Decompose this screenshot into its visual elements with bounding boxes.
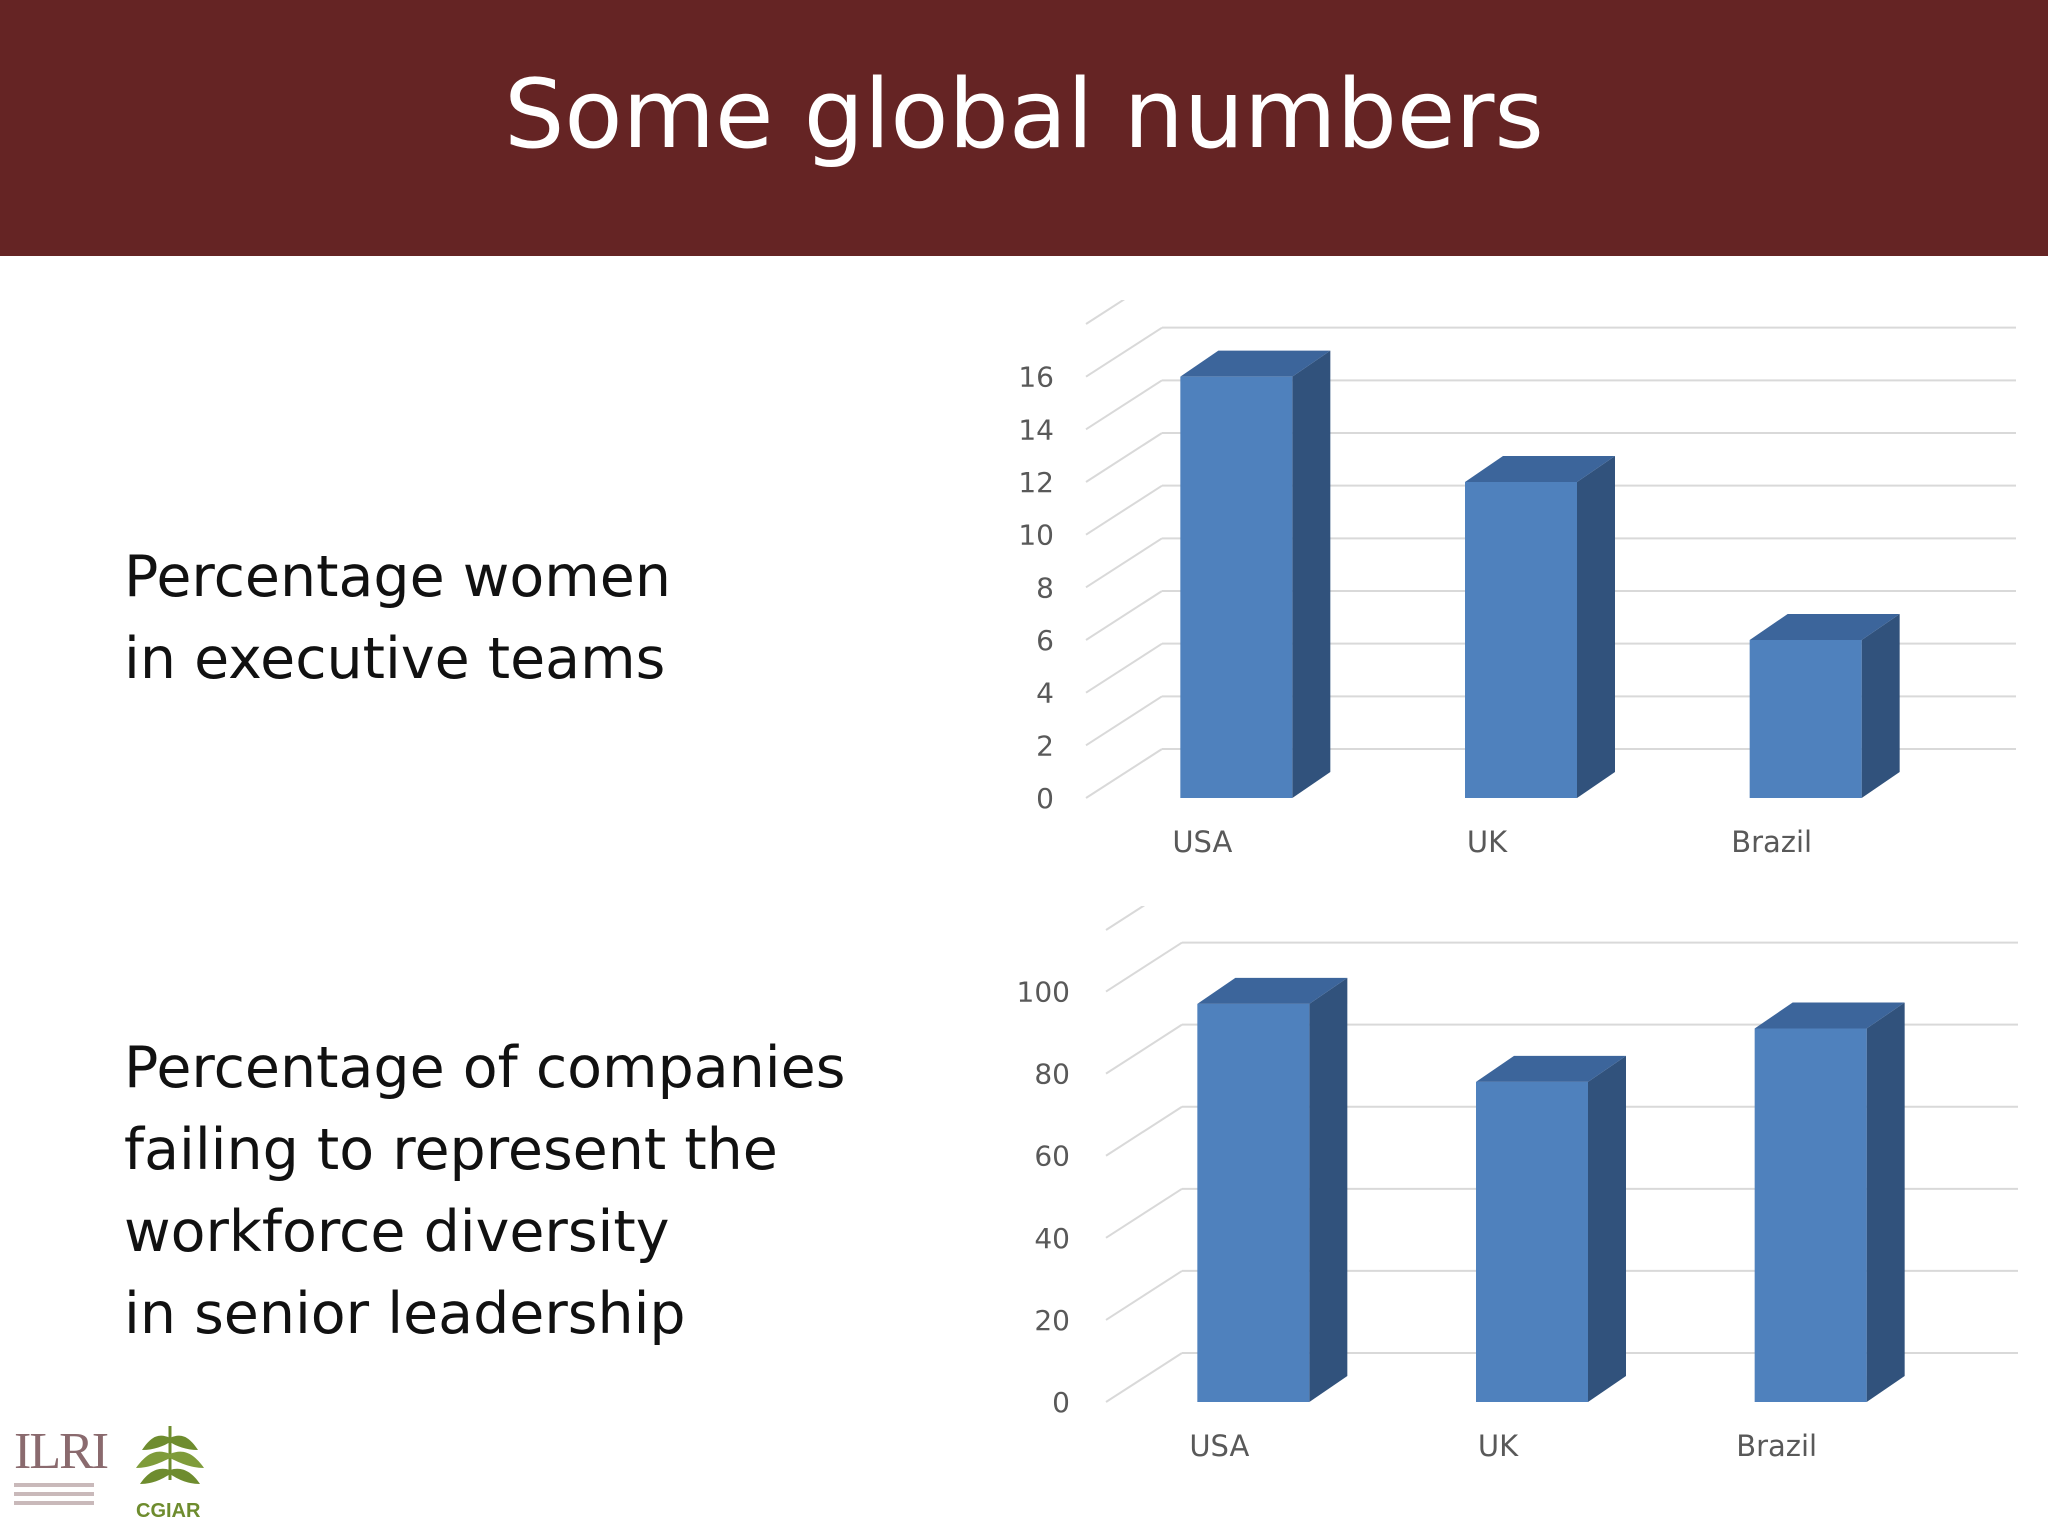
bar [1754,1028,1867,1402]
caption-line: Percentage of companies [124,1035,846,1101]
bar [1180,376,1293,798]
y-tick-label: 6 [1036,624,1054,657]
y-tick-label: 16 [1018,361,1054,394]
cgiar-logo-text: CGIAR [136,1500,201,1522]
slide-title: Some global numbers [504,59,1544,170]
caption-line: failing to represent the [124,1117,778,1183]
bar-side [1309,977,1348,1402]
y-tick-label: 100 [1017,976,1070,1009]
bar-top [1197,977,1348,1004]
x-category-label: Brazil [1731,825,1812,859]
bar-side [1588,1055,1626,1402]
y-tick-label: 60 [1034,1140,1070,1173]
gridline-wall [1085,432,1163,483]
x-category-label: USA [1189,1429,1249,1463]
cgiar-logo: CGIAR [128,1420,212,1522]
ilri-logo-text: ILRI [14,1423,109,1480]
gridline-wall [1105,1187,1183,1239]
bar-top [1180,350,1331,377]
y-tick-label: 0 [1036,782,1054,815]
gridline-wall [1085,484,1163,536]
gridline-wall [1085,695,1163,747]
y-tick-label: 20 [1034,1304,1070,1337]
bar [1749,640,1862,798]
gridline-wall [1105,1270,1183,1321]
caption-line: in executive teams [124,626,666,692]
caption-line: in senior leadership [124,1281,686,1347]
x-category-label: UK [1478,1429,1519,1463]
bar-top [1749,614,1900,640]
bar-side [1292,350,1331,798]
gridline-wall [1085,748,1163,799]
y-tick-label: 14 [1018,413,1054,446]
chart-women-executive-teams: 0 2 4 6 8 10 12 14 16 USA UK Brazil [1018,300,2016,859]
x-category-label: Brazil [1736,1429,1817,1463]
gridline-wall [1085,300,1126,325]
bar [1476,1081,1588,1402]
gridline-wall [1105,1023,1183,1075]
caption-line: workforce diversity [124,1199,670,1265]
x-category-label: UK [1467,825,1508,859]
y-tick-label: 10 [1018,519,1054,552]
bar-side [1577,456,1615,798]
y-tick-label: 12 [1018,466,1054,499]
bar-top [1754,1002,1905,1029]
x-category-label: USA [1172,825,1232,859]
chart-2-caption: Percentage of companies failing to repre… [124,1027,845,1355]
gridline-wall [1085,326,1163,378]
y-tick-label: 0 [1052,1386,1070,1419]
bar-side [1866,1002,1905,1402]
y-tick-label: 80 [1034,1058,1070,1091]
gridline-wall [1105,941,1183,993]
gridline-wall [1105,1352,1183,1403]
bar-top [1476,1055,1626,1082]
bar [1197,1003,1310,1402]
y-tick-label: 4 [1036,677,1054,710]
gridline-wall [1085,379,1163,431]
title-bar: Some global numbers [0,0,2048,256]
gridline-wall [1085,590,1163,641]
chart-workforce-diversity: 0 20 40 60 80 100 USA UK Brazil [1017,906,2018,1463]
y-tick-label: 2 [1036,729,1054,762]
gridline-wall [1105,1105,1183,1157]
ilri-logo-subtext [14,1483,106,1505]
bar-side [1861,614,1900,798]
gridline-wall [1105,906,1146,931]
wheat-icon [136,1426,204,1484]
bar-top [1465,456,1615,482]
gridline-wall [1085,537,1163,589]
y-tick-label: 8 [1036,571,1054,604]
bar [1465,482,1577,798]
gridline-wall [1085,642,1163,694]
ilri-logo: ILRI [14,1423,109,1522]
y-tick-label: 40 [1034,1222,1070,1255]
chart-1-caption: Percentage women in executive teams [124,536,671,700]
caption-line: Percentage women [124,544,671,610]
